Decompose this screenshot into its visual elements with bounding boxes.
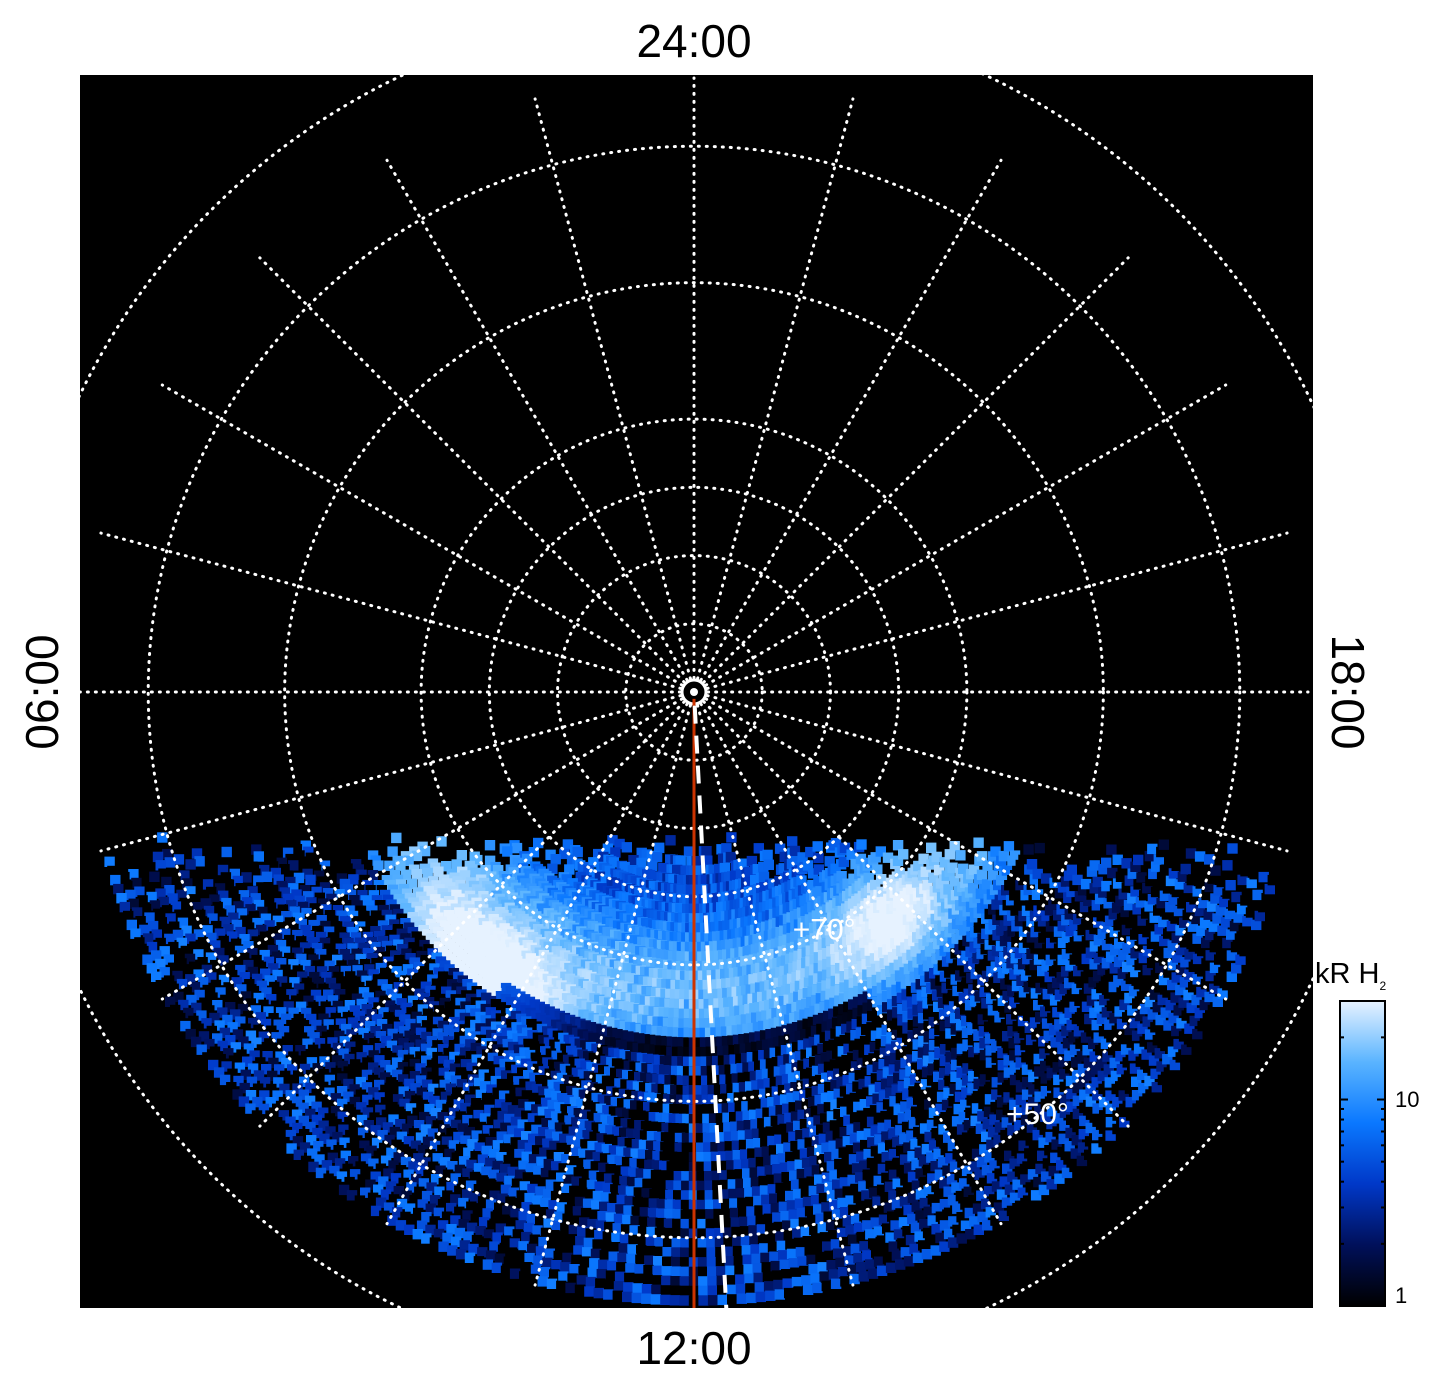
latitude-labels: +70° +50° (793, 914, 1069, 1131)
colorbar-ticks (1340, 1000, 1385, 1307)
local-time-label-top: 24:00 (636, 15, 752, 67)
colorbar (1339, 1000, 1386, 1307)
colorbar-tick-label: 1 (1395, 1283, 1408, 1308)
latitude-label: +50° (1006, 1098, 1069, 1131)
colorbar-title: kR H2 (1315, 958, 1387, 993)
latitude-circle (283, 281, 1105, 1103)
colorbar-tick-label: 10 (1395, 1086, 1420, 1112)
latitude-circle (419, 417, 969, 967)
overlay-lines (692, 698, 729, 1308)
local-time-label-bottom: 12:00 (636, 1322, 752, 1374)
latitude-label: +70° (793, 914, 856, 947)
pole-dot (690, 688, 698, 696)
latitude-circle (556, 554, 832, 830)
